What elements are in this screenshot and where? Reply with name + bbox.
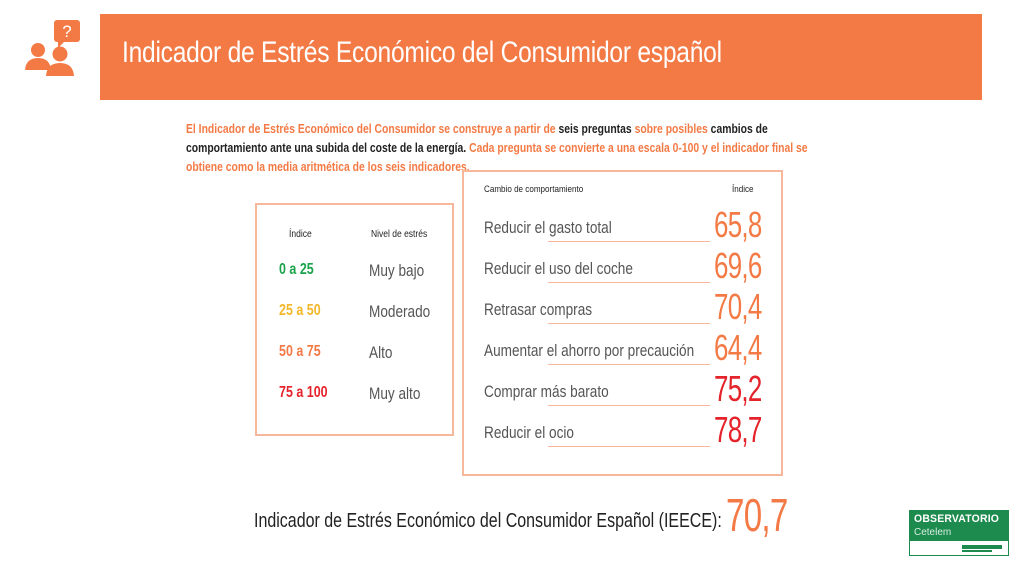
legend-range: 50 a 75 [279,343,321,360]
page-title: Indicador de Estrés Económico del Consum… [122,36,722,69]
people-question-icon: ? [24,20,86,82]
intro-text-4: cambios de comportamiento ante una subid… [186,122,768,155]
ieece-label: Indicador de Estrés Económico del Consum… [254,510,722,532]
row-underline [548,364,710,365]
behaviour-value: 69,6 [714,245,762,286]
behaviour-label: Reducir el gasto total [484,218,612,237]
behaviour-row: Retrasar compras 70,4 [464,286,781,332]
behaviour-row: Reducir el gasto total 65,8 [464,204,781,250]
behaviour-value: 65,8 [714,204,762,245]
logo-subtitle: Cetelem [914,527,952,538]
behaviour-label: Reducir el ocio [484,423,574,442]
legend-range: 0 a 25 [279,261,314,278]
legend-level: Muy bajo [369,261,425,280]
logo-title: OBSERVATORIO [914,513,1000,525]
behaviour-label: Reducir el uso del coche [484,259,633,278]
legend-level: Moderado [369,302,431,321]
intro-text-5: Cada pregunta se convierte a una escala … [186,141,808,174]
legend-range: 75 a 100 [279,384,328,401]
behaviour-row: Reducir el uso del coche 69,6 [464,245,781,291]
behaviour-header-index: Índice [732,184,754,195]
behaviour-value: 64,4 [714,327,762,368]
behaviour-value: 70,4 [714,286,762,327]
behaviour-index-table: Cambio de comportamiento Índice Reducir … [462,170,783,476]
legend-level: Alto [369,343,393,362]
behaviour-label: Aumentar el ahorro por precaución [484,341,695,360]
behaviour-row: Reducir el ocio 78,7 [464,409,781,455]
logo-strip [909,540,1009,556]
behaviour-value: 78,7 [714,409,762,450]
legend-header-level: Nivel de estrés [371,229,428,240]
row-underline [548,446,710,447]
stress-level-legend: Índice Nivel de estrés 0 a 25 Muy bajo 2… [255,203,454,436]
behaviour-row: Aumentar el ahorro por precaución 64,4 [464,327,781,373]
intro-text-3: sobre posibles [631,122,711,136]
behaviour-row: Comprar más barato 75,2 [464,368,781,414]
behaviour-value: 75,2 [714,368,762,409]
behaviour-label: Comprar más barato [484,382,609,401]
intro-text-2: seis preguntas [558,122,632,136]
behaviour-header-change: Cambio de comportamiento [484,184,584,195]
bnp-mark-line [962,550,992,552]
ieece-value: 70,7 [726,489,788,541]
observatorio-cetelem-logo: OBSERVATORIO Cetelem [909,510,1009,556]
row-underline [548,241,710,242]
row-underline [548,282,710,283]
header-bar: Indicador de Estrés Económico del Consum… [100,14,982,100]
row-underline [548,405,710,406]
row-underline [548,323,710,324]
legend-level: Muy alto [369,384,421,403]
svg-text:?: ? [62,22,71,41]
intro-paragraph: El Indicador de Estrés Económico del Con… [186,120,817,177]
legend-range: 25 a 50 [279,302,321,319]
legend-header-index: Índice [289,229,312,240]
intro-text-1: El Indicador de Estrés Económico del Con… [186,122,559,136]
bnp-mark-icon [962,545,1002,549]
behaviour-label: Retrasar compras [484,300,593,319]
